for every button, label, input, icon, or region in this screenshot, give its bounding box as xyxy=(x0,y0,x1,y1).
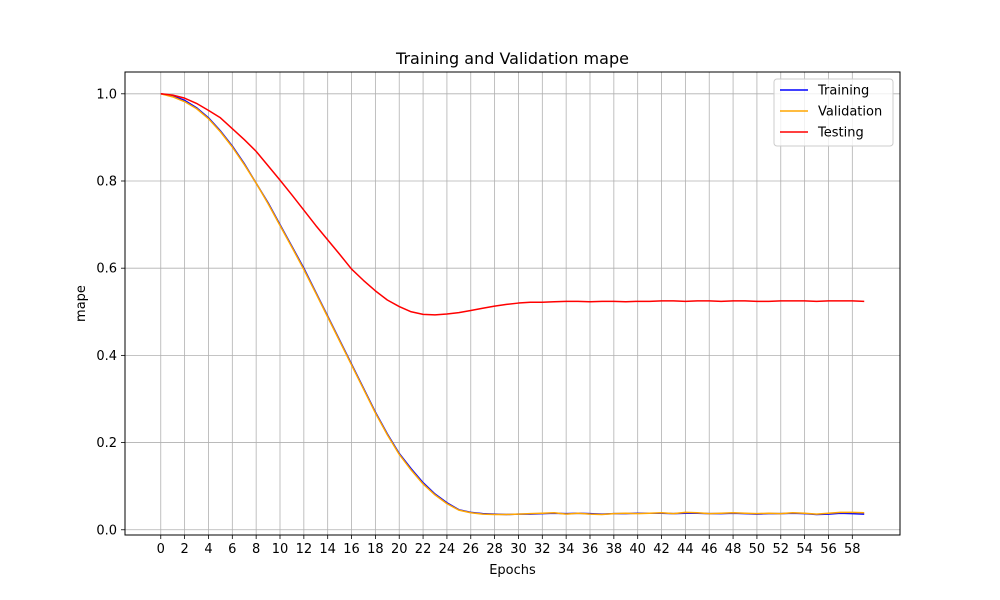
chart-title: Training and Validation mape xyxy=(395,49,629,68)
y-axis-label: mape xyxy=(74,285,89,322)
x-tick-label: 46 xyxy=(701,542,718,557)
x-tick-label: 28 xyxy=(486,542,503,557)
x-tick-label: 56 xyxy=(820,542,837,557)
x-tick-label: 10 xyxy=(272,542,289,557)
x-tick-label: 48 xyxy=(725,542,742,557)
plot-frame xyxy=(124,71,901,536)
legend-label-training: Training xyxy=(817,84,869,99)
x-tick-label: 30 xyxy=(510,542,527,557)
x-tick-label: 2 xyxy=(180,542,188,557)
x-tick-label: 42 xyxy=(653,542,670,557)
x-tick-label: 52 xyxy=(772,542,789,557)
series-line-testing xyxy=(160,93,865,316)
x-tick-label: 20 xyxy=(391,542,408,557)
x-tick-label: 50 xyxy=(749,542,766,557)
grid xyxy=(125,72,900,535)
x-tick-label: 8 xyxy=(252,542,260,557)
legend: Training Validation Testing xyxy=(773,78,894,147)
x-tick-label: 38 xyxy=(606,542,623,557)
legend-label-testing: Testing xyxy=(817,126,864,141)
y-tick-label: 0.2 xyxy=(96,436,117,451)
x-tick-label: 24 xyxy=(439,542,456,557)
y-axis-ticks: 0.0 0.2 0.4 0.6 0.8 1.0 xyxy=(96,87,125,538)
x-tick-label: 44 xyxy=(677,542,694,557)
y-tick-label: 0.8 xyxy=(96,174,117,189)
x-tick-label: 54 xyxy=(796,542,813,557)
x-axis-ticks: 0 2 4 6 8 10 12 14 16 18 20 22 24 26 28 30 32 34 36 38 40 42 4… xyxy=(157,535,861,557)
y-tick-label: 0.6 xyxy=(96,262,117,277)
x-tick-label: 26 xyxy=(462,542,479,557)
x-tick-label: 4 xyxy=(204,542,212,557)
x-tick-label: 0 xyxy=(157,542,165,557)
x-tick-label: 36 xyxy=(582,542,599,557)
x-axis-label: Epochs xyxy=(489,563,536,578)
x-tick-label: 32 xyxy=(534,542,551,557)
x-tick-label: 58 xyxy=(844,542,861,557)
series-line-validation xyxy=(160,93,865,516)
y-tick-label: 0.4 xyxy=(96,349,117,364)
x-tick-label: 40 xyxy=(629,542,646,557)
y-tick-label: 0.0 xyxy=(96,523,117,538)
x-tick-label: 22 xyxy=(415,542,432,557)
x-tick-label: 34 xyxy=(558,542,575,557)
series-lines xyxy=(160,93,865,516)
x-tick-label: 14 xyxy=(319,542,336,557)
x-tick-label: 18 xyxy=(367,542,384,557)
x-tick-label: 16 xyxy=(343,542,360,557)
y-tick-label: 1.0 xyxy=(96,87,117,102)
x-tick-label: 12 xyxy=(296,542,313,557)
legend-box xyxy=(773,78,894,147)
x-tick-label: 6 xyxy=(228,542,236,557)
legend-label-validation: Validation xyxy=(818,105,882,120)
